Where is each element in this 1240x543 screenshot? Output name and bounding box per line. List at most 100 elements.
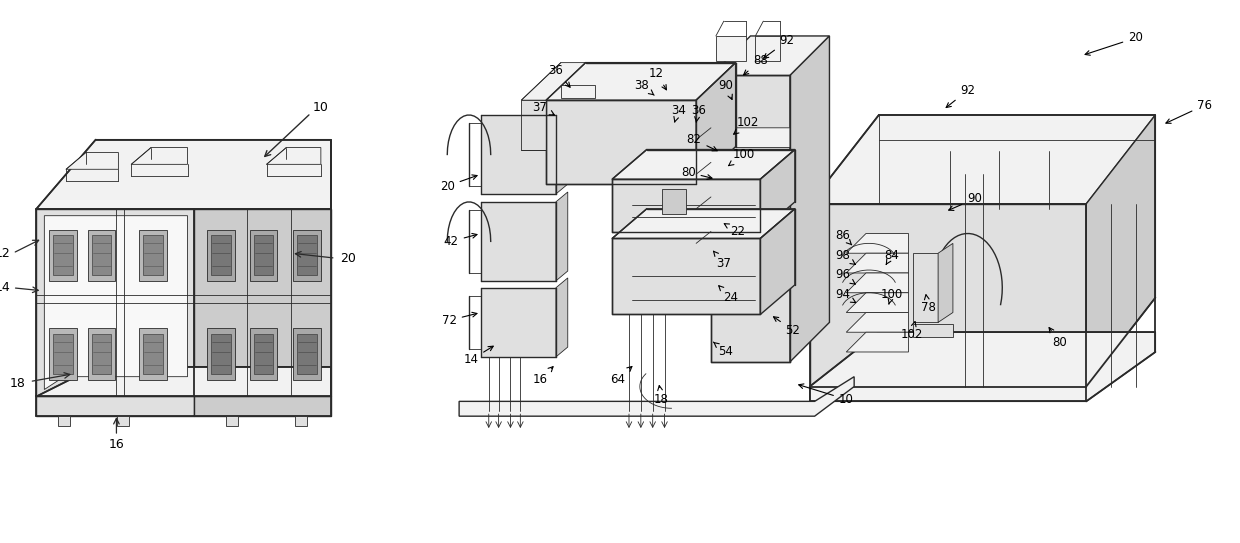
Polygon shape [139, 329, 167, 380]
Polygon shape [696, 162, 790, 182]
Polygon shape [249, 230, 278, 281]
Text: 90: 90 [718, 79, 733, 99]
Polygon shape [195, 209, 331, 396]
Polygon shape [36, 367, 331, 396]
Text: 12: 12 [0, 247, 11, 260]
Text: 14: 14 [464, 346, 494, 367]
Text: 24: 24 [719, 286, 738, 304]
Polygon shape [131, 148, 187, 165]
Text: 14: 14 [0, 281, 11, 294]
Text: 76: 76 [1166, 99, 1213, 123]
Polygon shape [249, 329, 278, 380]
Polygon shape [521, 62, 585, 100]
Polygon shape [53, 236, 73, 275]
Text: 64: 64 [610, 367, 632, 386]
Polygon shape [546, 100, 696, 184]
Polygon shape [92, 334, 112, 374]
Polygon shape [36, 140, 331, 209]
Polygon shape [143, 334, 162, 374]
Polygon shape [254, 236, 274, 275]
Polygon shape [211, 334, 231, 374]
Text: 37: 37 [713, 251, 732, 270]
Polygon shape [846, 233, 909, 253]
Polygon shape [58, 416, 69, 426]
Polygon shape [53, 334, 73, 374]
Text: 94: 94 [835, 288, 856, 302]
Text: 84: 84 [884, 249, 899, 264]
Text: 96: 96 [835, 268, 856, 284]
Text: 100: 100 [729, 148, 755, 166]
Text: 98: 98 [835, 249, 856, 264]
Text: 42: 42 [444, 233, 477, 248]
Polygon shape [298, 236, 317, 275]
Text: 37: 37 [533, 100, 554, 115]
Polygon shape [556, 105, 568, 194]
Polygon shape [118, 416, 129, 426]
Polygon shape [846, 253, 909, 273]
Text: 18: 18 [655, 386, 670, 406]
Polygon shape [546, 62, 735, 100]
Polygon shape [50, 329, 77, 380]
Polygon shape [662, 189, 686, 214]
Polygon shape [914, 324, 952, 337]
Polygon shape [613, 209, 795, 238]
Text: 80: 80 [1049, 327, 1066, 349]
Polygon shape [846, 273, 909, 293]
Text: 92: 92 [764, 34, 795, 58]
Text: 72: 72 [441, 312, 477, 327]
Polygon shape [88, 329, 115, 380]
Polygon shape [715, 36, 745, 61]
Text: 18: 18 [10, 377, 26, 390]
Polygon shape [939, 243, 952, 323]
Text: 36: 36 [691, 104, 706, 122]
Text: 78: 78 [921, 295, 936, 314]
Polygon shape [298, 334, 317, 374]
Polygon shape [50, 230, 77, 281]
Polygon shape [560, 85, 595, 98]
Polygon shape [481, 288, 556, 357]
Polygon shape [556, 192, 568, 281]
Polygon shape [696, 62, 735, 184]
Polygon shape [45, 216, 187, 389]
Polygon shape [1086, 115, 1156, 387]
Text: 16: 16 [109, 438, 124, 451]
Polygon shape [267, 148, 321, 165]
Text: 54: 54 [713, 342, 733, 358]
Polygon shape [195, 396, 331, 416]
Text: 22: 22 [724, 224, 745, 238]
Polygon shape [914, 253, 939, 323]
Polygon shape [521, 100, 546, 149]
Text: 52: 52 [774, 317, 800, 337]
Text: 20: 20 [341, 251, 356, 264]
Polygon shape [810, 204, 1086, 387]
Text: 90: 90 [949, 192, 982, 211]
Polygon shape [810, 115, 1156, 204]
Polygon shape [696, 197, 790, 217]
Polygon shape [613, 149, 795, 179]
Polygon shape [481, 115, 556, 194]
Polygon shape [293, 329, 321, 380]
Polygon shape [226, 416, 238, 426]
Polygon shape [711, 36, 830, 75]
Text: 10: 10 [312, 100, 329, 113]
Polygon shape [211, 236, 231, 275]
Text: 86: 86 [835, 229, 852, 245]
Text: 100: 100 [880, 288, 903, 304]
Text: 102: 102 [734, 116, 759, 134]
Text: 102: 102 [900, 321, 923, 340]
Text: 20: 20 [1085, 31, 1143, 55]
Text: 80: 80 [681, 166, 712, 179]
Text: 88: 88 [744, 54, 768, 75]
Polygon shape [556, 278, 568, 357]
Polygon shape [760, 149, 795, 231]
Polygon shape [293, 230, 321, 281]
Polygon shape [755, 36, 780, 61]
Text: 34: 34 [671, 104, 686, 122]
Polygon shape [295, 416, 308, 426]
Polygon shape [143, 236, 162, 275]
Text: 82: 82 [687, 133, 717, 151]
Text: 20: 20 [440, 175, 477, 193]
Polygon shape [207, 230, 234, 281]
Polygon shape [846, 312, 909, 332]
Polygon shape [88, 230, 115, 281]
